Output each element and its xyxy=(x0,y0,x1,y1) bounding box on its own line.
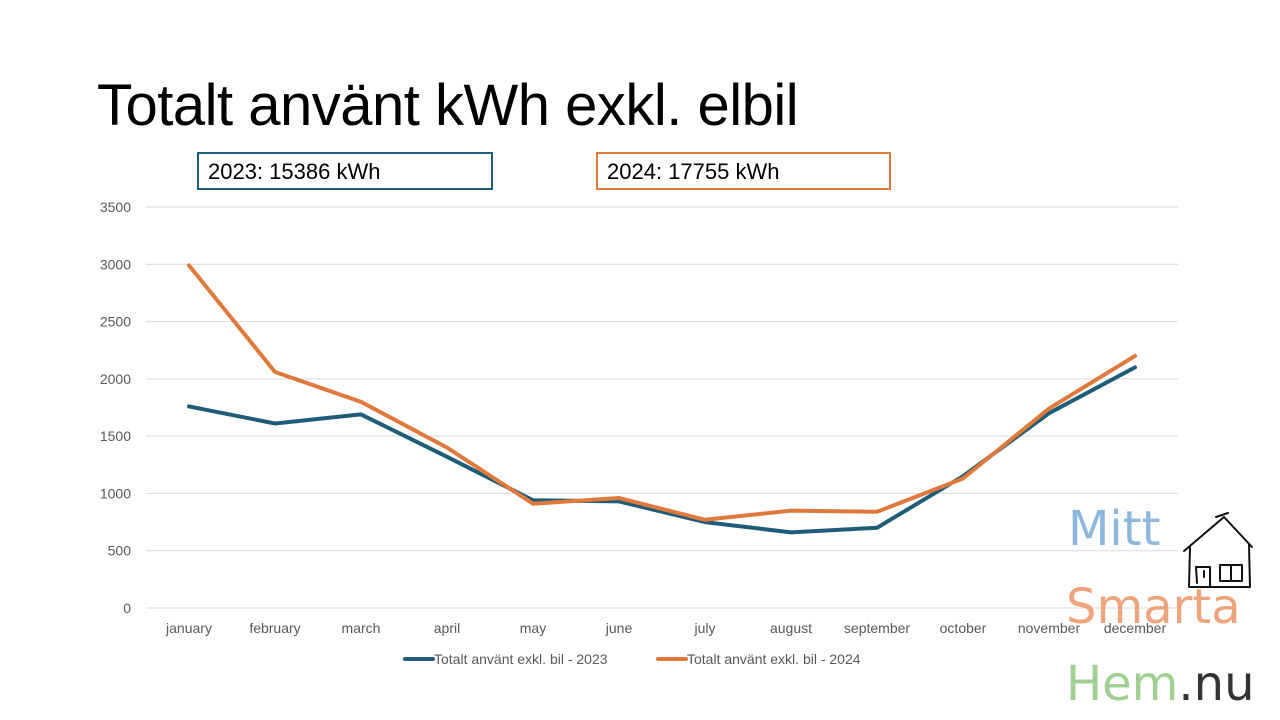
series-line-1 xyxy=(187,263,1137,522)
y-tick-label: 2000 xyxy=(100,371,131,387)
x-tick-label: january xyxy=(165,620,212,636)
x-tick-label: august xyxy=(770,620,812,636)
x-tick-label: april xyxy=(434,620,460,636)
x-tick-label: december xyxy=(1104,620,1167,636)
y-tick-label: 1000 xyxy=(100,485,131,501)
logo-smarta-text: Smarta xyxy=(1066,579,1241,635)
x-tick-label: november xyxy=(1018,620,1081,636)
logo-hem-part: Hem xyxy=(1066,656,1179,712)
y-tick-label: 3500 xyxy=(100,199,131,215)
x-tick-label: march xyxy=(342,620,381,636)
x-axis-ticks: january february march april may june july augu… xyxy=(165,620,1166,636)
legend-label: Totalt använt exkl. bil - 2023 xyxy=(434,651,608,667)
y-tick-label: 1500 xyxy=(100,428,131,444)
x-tick-label: september xyxy=(844,620,910,636)
y-axis-ticks: 0 500 1000 1500 2000 2500 3000 3500 xyxy=(100,199,131,616)
legend: Totalt använt exkl. bil - 2023 Totalt anv… xyxy=(403,651,861,667)
house-icon xyxy=(1183,512,1253,588)
total-2023-box: 2023: 15386 kWh xyxy=(197,152,493,190)
x-tick-label: october xyxy=(940,620,987,636)
x-tick-label: july xyxy=(693,620,715,636)
logo-hem-text: Hem.nu xyxy=(1066,660,1255,708)
y-tick-label: 2500 xyxy=(100,314,131,330)
chart-title: Totalt använt kWh exkl. elbil xyxy=(97,73,799,138)
x-tick-label: june xyxy=(605,620,633,636)
grid-layer xyxy=(146,206,1178,609)
logo-nu-part: .nu xyxy=(1178,656,1255,712)
y-tick-label: 500 xyxy=(108,543,132,559)
y-tick-label: 0 xyxy=(123,600,131,616)
legend-label: Totalt använt exkl. bil - 2024 xyxy=(687,651,861,667)
x-tick-label: may xyxy=(520,620,546,636)
series-layer xyxy=(187,263,1137,535)
x-tick-label: february xyxy=(249,620,300,636)
y-tick-label: 3000 xyxy=(100,256,131,272)
mittsmartahem-logo: Mitt Smarta Hem.nu xyxy=(1060,505,1275,720)
total-2024-box: 2024: 17755 kWh xyxy=(596,152,891,190)
logo-mitt-text: Mitt xyxy=(1068,501,1161,557)
